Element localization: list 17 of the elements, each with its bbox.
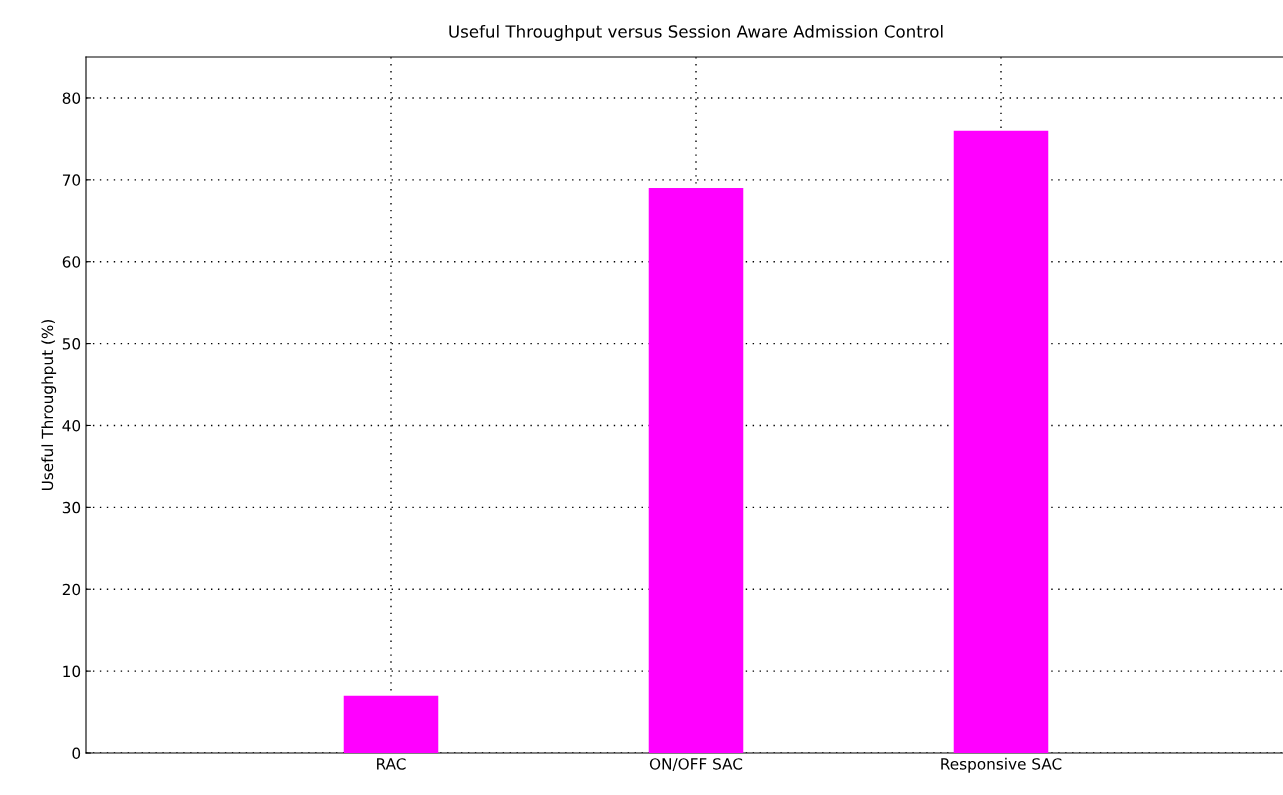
y-tick-label: 60	[62, 256, 81, 268]
bar	[648, 188, 744, 753]
y-axis-title: Useful Throughput (%)	[41, 319, 57, 491]
chart-title: Useful Throughput versus Session Aware Admission Control	[449, 24, 943, 42]
y-tick-label: 80	[62, 92, 81, 104]
y-tick-label: 40	[62, 419, 81, 432]
y-tick-label: 50	[62, 338, 81, 350]
y-tick-label: 10	[63, 665, 81, 678]
x-tick-label: RAC	[377, 758, 406, 770]
y-tick-label: 0	[72, 747, 81, 760]
x-tick-label: ON/OFF SAC	[649, 758, 743, 771]
y-tick-label: 20	[62, 583, 81, 596]
y-tick-label: 70	[62, 174, 81, 186]
y-tick-label: 30	[62, 501, 81, 514]
bar	[343, 695, 439, 753]
x-tick-label: Responsive SAC	[941, 757, 1062, 773]
bar	[953, 130, 1049, 753]
